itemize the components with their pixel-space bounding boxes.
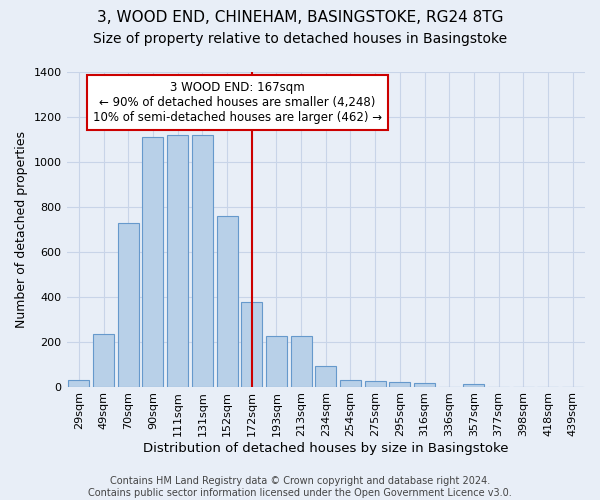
Y-axis label: Number of detached properties: Number of detached properties bbox=[15, 130, 28, 328]
Text: Contains HM Land Registry data © Crown copyright and database right 2024.
Contai: Contains HM Land Registry data © Crown c… bbox=[88, 476, 512, 498]
Bar bbox=[68, 380, 89, 386]
Bar bbox=[142, 138, 163, 386]
Bar bbox=[365, 381, 386, 386]
Bar bbox=[217, 216, 238, 386]
Text: 3, WOOD END, CHINEHAM, BASINGSTOKE, RG24 8TG: 3, WOOD END, CHINEHAM, BASINGSTOKE, RG24… bbox=[97, 10, 503, 25]
Bar bbox=[290, 336, 311, 386]
Bar bbox=[389, 382, 410, 386]
Bar bbox=[463, 384, 484, 386]
Bar bbox=[241, 302, 262, 386]
Bar bbox=[414, 383, 435, 386]
Bar bbox=[315, 366, 336, 386]
Bar bbox=[266, 336, 287, 386]
Text: 3 WOOD END: 167sqm
← 90% of detached houses are smaller (4,248)
10% of semi-deta: 3 WOOD END: 167sqm ← 90% of detached hou… bbox=[93, 81, 382, 124]
Bar bbox=[118, 222, 139, 386]
Text: Size of property relative to detached houses in Basingstoke: Size of property relative to detached ho… bbox=[93, 32, 507, 46]
Bar bbox=[340, 380, 361, 386]
Bar bbox=[167, 134, 188, 386]
Bar bbox=[192, 134, 213, 386]
Bar bbox=[93, 334, 114, 386]
X-axis label: Distribution of detached houses by size in Basingstoke: Distribution of detached houses by size … bbox=[143, 442, 509, 455]
